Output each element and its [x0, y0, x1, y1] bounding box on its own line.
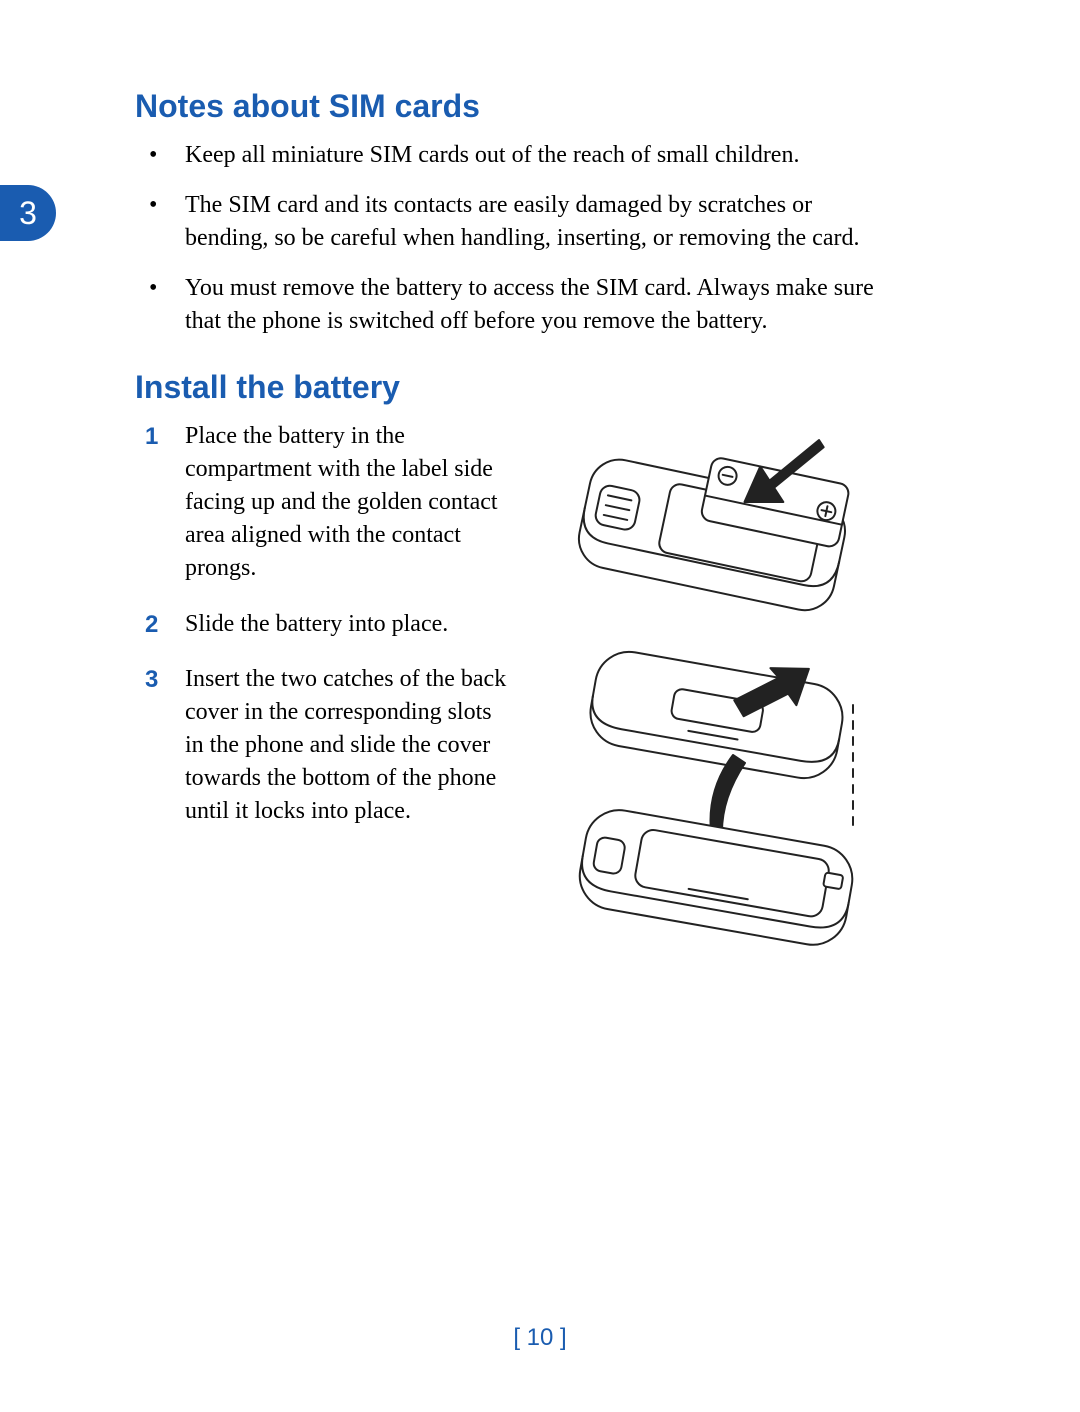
- list-item: You must remove the battery to access th…: [135, 272, 895, 339]
- sim-notes-list: Keep all miniature SIM cards out of the …: [135, 139, 895, 339]
- list-item: The SIM card and its contacts are easily…: [135, 189, 895, 256]
- step-text: Insert the two catches of the back cover…: [185, 666, 506, 824]
- chapter-number: 3: [19, 195, 37, 232]
- step-number: 3: [145, 663, 158, 696]
- step-item: 2 Slide the battery into place.: [135, 608, 515, 641]
- chapter-tab: 3: [0, 185, 56, 241]
- steps-column: 1 Place the battery in the compartment w…: [135, 420, 515, 985]
- battery-install-illustration: [533, 420, 893, 980]
- step-text: Slide the battery into place.: [185, 611, 448, 637]
- illustration-column: [533, 420, 895, 985]
- step-number: 1: [145, 420, 158, 453]
- section-heading-sim: Notes about SIM cards: [135, 88, 895, 125]
- step-text: Place the battery in the compartment wit…: [185, 423, 498, 581]
- step-item: 1 Place the battery in the compartment w…: [135, 420, 515, 586]
- section-heading-battery: Install the battery: [135, 369, 895, 406]
- list-item: Keep all miniature SIM cards out of the …: [135, 139, 895, 173]
- battery-section: 1 Place the battery in the compartment w…: [135, 420, 895, 985]
- page-content: Notes about SIM cards Keep all miniature…: [135, 88, 895, 985]
- page-number: [ 10 ]: [0, 1324, 1080, 1352]
- step-item: 3 Insert the two catches of the back cov…: [135, 663, 515, 829]
- step-number: 2: [145, 608, 158, 641]
